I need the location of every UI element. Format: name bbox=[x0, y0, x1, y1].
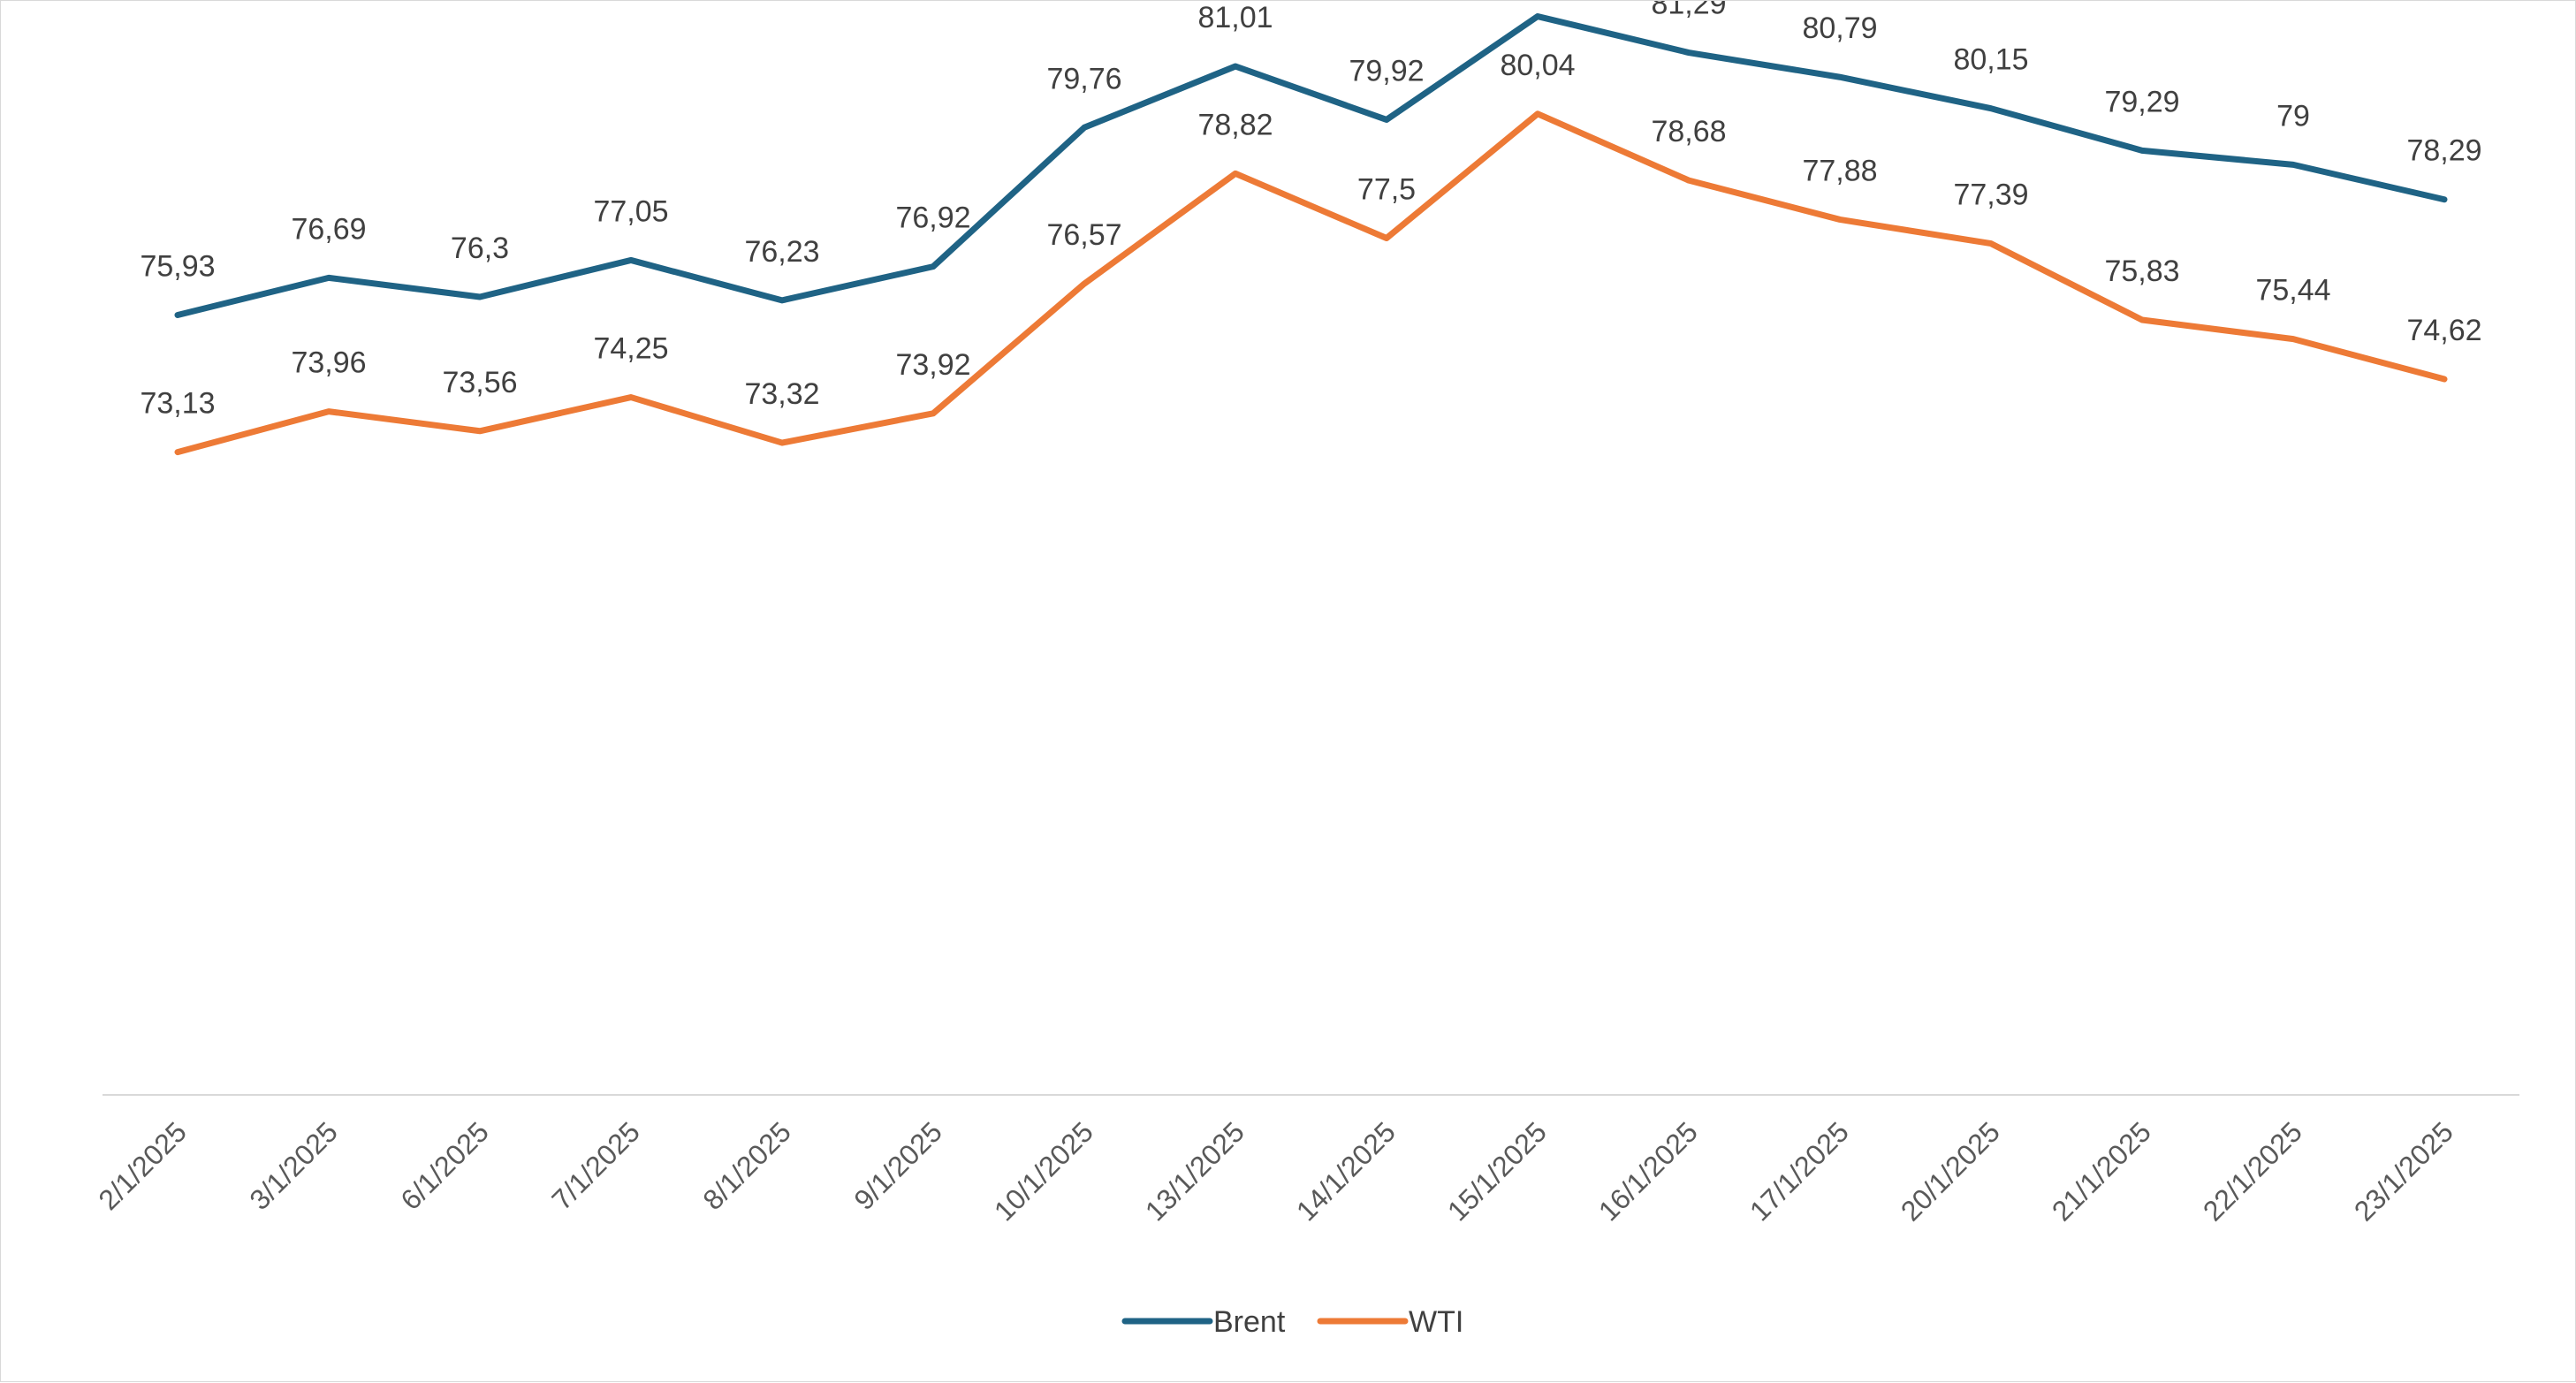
data-label-brent: 80,15 bbox=[1953, 43, 2028, 77]
data-label-wti: 78,68 bbox=[1651, 115, 1726, 148]
data-label-brent: 79,76 bbox=[1046, 62, 1121, 95]
x-tick-label: 3/1/2025 bbox=[243, 1115, 344, 1216]
data-label-wti: 77,5 bbox=[1357, 173, 1416, 207]
data-label-wti: 73,13 bbox=[140, 387, 215, 421]
x-tick-label: 20/1/2025 bbox=[1895, 1115, 2006, 1227]
data-label-wti: 74,62 bbox=[2406, 314, 2481, 347]
x-tick-label: 14/1/2025 bbox=[1290, 1115, 1402, 1227]
x-tick-label: 13/1/2025 bbox=[1139, 1115, 1250, 1227]
legend-label-wti: WTI bbox=[1409, 1305, 1463, 1339]
x-tick-label: 16/1/2025 bbox=[1592, 1115, 1704, 1227]
data-label-wti: 80,04 bbox=[1500, 49, 1575, 82]
data-label-brent: 75,93 bbox=[140, 249, 215, 283]
data-label-wti: 73,32 bbox=[744, 377, 819, 411]
data-label-wti: 78,82 bbox=[1197, 108, 1273, 141]
x-tick-label: 10/1/2025 bbox=[988, 1115, 1099, 1227]
x-tick-label: 15/1/2025 bbox=[1441, 1115, 1553, 1227]
data-label-wti: 75,83 bbox=[2104, 255, 2179, 288]
data-label-brent: 79 bbox=[2276, 99, 2310, 133]
x-tick-label: 7/1/2025 bbox=[545, 1115, 646, 1216]
x-tick-label: 8/1/2025 bbox=[696, 1115, 797, 1216]
data-label-brent: 80,79 bbox=[1802, 11, 1877, 45]
data-labels-layer: 75,93 76,69 76,3 77,05 76,23 76,92 79,76 81,01 7… bbox=[140, 1, 2481, 421]
data-label-wti: 73,56 bbox=[442, 366, 517, 399]
data-label-wti: 77,39 bbox=[1953, 179, 2028, 212]
data-label-wti: 77,88 bbox=[1802, 154, 1877, 187]
x-tick-label: 17/1/2025 bbox=[1744, 1115, 1855, 1227]
data-label-brent: 81,29 bbox=[1651, 1, 1726, 21]
data-label-wti: 76,57 bbox=[1046, 218, 1121, 252]
series-line-wti bbox=[174, 110, 2448, 456]
x-tick-labels-layer: 2/1/2025 3/1/2025 6/1/2025 7/1/2025 8/1/2025… bbox=[92, 1115, 2459, 1227]
data-label-brent: 78,29 bbox=[2406, 134, 2481, 168]
data-label-wti: 74,25 bbox=[593, 332, 668, 366]
x-tick-label: 23/1/2025 bbox=[2348, 1115, 2459, 1227]
data-label-brent: 77,05 bbox=[593, 194, 668, 228]
series-line-brent bbox=[174, 13, 2448, 318]
legend: Brent WTI bbox=[1121, 1305, 1463, 1339]
data-label-wti: 73,96 bbox=[291, 346, 366, 380]
legend-label-brent: Brent bbox=[1213, 1305, 1286, 1339]
x-tick-label: 22/1/2025 bbox=[2197, 1115, 2308, 1227]
legend-item-brent: Brent bbox=[1121, 1305, 1286, 1339]
data-label-brent: 79,29 bbox=[2104, 85, 2179, 118]
data-label-brent: 79,92 bbox=[1349, 54, 1424, 87]
data-label-brent: 76,3 bbox=[451, 232, 509, 265]
x-tick-label: 2/1/2025 bbox=[92, 1115, 193, 1216]
data-label-brent: 76,23 bbox=[744, 235, 819, 269]
x-tick-label: 6/1/2025 bbox=[394, 1115, 495, 1216]
x-tick-label: 21/1/2025 bbox=[2046, 1115, 2157, 1227]
data-label-brent: 76,69 bbox=[291, 212, 366, 246]
data-label-wti: 75,44 bbox=[2255, 274, 2330, 308]
series-layer bbox=[174, 13, 2448, 456]
data-label-brent: 76,92 bbox=[895, 201, 970, 235]
data-label-brent: 81,01 bbox=[1197, 1, 1273, 34]
legend-item-wti: WTI bbox=[1317, 1305, 1463, 1339]
data-label-wti: 73,92 bbox=[895, 348, 970, 382]
x-tick-label: 9/1/2025 bbox=[847, 1115, 948, 1216]
